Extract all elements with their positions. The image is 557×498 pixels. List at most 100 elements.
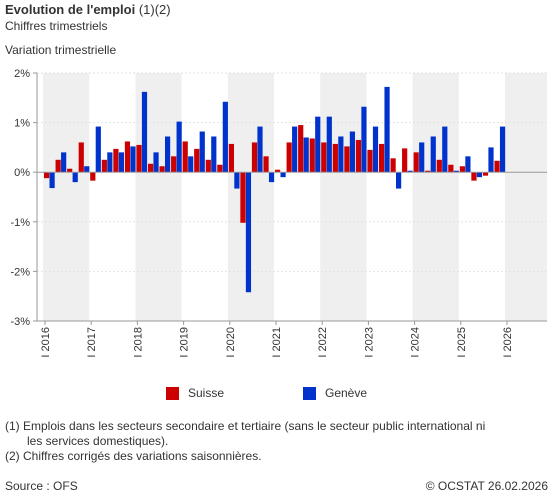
bar-suisse-2023-q1 — [367, 149, 373, 173]
bar-geneve-2018-q1 — [141, 91, 148, 173]
bar-geneve-2016-q4 — [84, 166, 90, 173]
bar-geneve-2019-q3 — [211, 136, 217, 173]
bar-suisse-2023-q2 — [378, 143, 385, 173]
bar-suisse-2019-q2 — [194, 148, 200, 173]
bar-geneve-2019-q2 — [199, 131, 205, 173]
bar-geneve-2022-q1 — [326, 116, 332, 173]
bar-geneve-2020-q2 — [245, 172, 252, 293]
chart-subtitle: Chiffres trimestriels — [5, 19, 108, 33]
bar-suisse-2025-q3 — [482, 172, 489, 176]
bar-geneve-2021-q1 — [280, 172, 286, 178]
bar-suisse-2023-q3 — [390, 158, 396, 173]
bar-geneve-2021-q3 — [303, 137, 309, 173]
bar-suisse-2017-q3 — [113, 148, 119, 173]
x-tick-label: I 2026 — [502, 327, 514, 358]
gridlines — [37, 72, 547, 322]
bar-geneve-2017-q3 — [118, 152, 124, 173]
copyright: © OCSTAT 26.02.2026 — [425, 479, 548, 493]
bar-suisse-2020-q3 — [251, 142, 258, 173]
bar-geneve-2019-q1 — [188, 156, 194, 173]
bar-suisse-2016-q4 — [78, 142, 84, 173]
source: Source : OFS — [5, 479, 78, 493]
bar-geneve-2025-q1 — [465, 156, 471, 173]
bar-suisse-2020-q1 — [228, 143, 234, 173]
bar-suisse-2019-q4 — [217, 164, 223, 173]
legend-label-suisse: Suisse — [188, 386, 225, 400]
y-tick-label: 2% — [14, 68, 30, 80]
bar-suisse-2016-q1 — [44, 172, 50, 179]
bar-suisse-2024-q4 — [448, 164, 454, 173]
bar-geneve-2023-q3 — [396, 172, 402, 189]
footnote-2: (2) Chiffres corrigés des variations sai… — [5, 449, 262, 463]
legend-label-geneve: Genève — [325, 386, 368, 400]
bar-geneve-2023-q1 — [372, 126, 379, 173]
bar-geneve-2018-q4 — [176, 121, 182, 173]
x-tick-labels: I 2016 I 2017 I 2018 I 2019 I 2020 I 2021 I 20… — [40, 321, 514, 358]
x-tick-label: I 2016 — [40, 327, 52, 358]
bar-geneve-2023-q2 — [384, 86, 390, 173]
bar-suisse-2018-q3 — [159, 166, 165, 173]
y-tick-label: 0% — [14, 167, 30, 179]
x-tick-label: I 2017 — [86, 327, 98, 358]
bar-suisse-2016-q3 — [67, 168, 73, 173]
legend-swatch-geneve — [303, 386, 316, 400]
bar-suisse-2018-q4 — [171, 156, 177, 173]
bar-geneve-2018-q3 — [165, 136, 171, 173]
bar-geneve-2017-q2 — [107, 152, 113, 173]
bar-geneve-2020-q3 — [257, 126, 263, 173]
bar-geneve-2019-q4 — [222, 101, 228, 173]
year-band — [320, 73, 367, 321]
year-band — [43, 73, 90, 321]
bar-suisse-2022-q3 — [344, 146, 350, 173]
bar-geneve-2021-q4 — [315, 116, 321, 173]
bar-geneve-2018-q2 — [153, 152, 159, 173]
bar-geneve-2024-q1 — [419, 142, 425, 173]
bar-suisse-2022-q4 — [355, 139, 362, 173]
footnotes: (1) Emplois dans les secteurs secondaire… — [5, 419, 550, 464]
bar-suisse-2022-q1 — [321, 142, 327, 173]
x-tick-label: I 2019 — [179, 327, 191, 358]
x-tick-label: I 2020 — [225, 327, 237, 358]
y-tick-label: -2% — [10, 266, 30, 278]
x-tick-label: I 2021 — [271, 327, 283, 358]
bar-suisse-2021-q1 — [275, 169, 281, 173]
bar-suisse-2025-q2 — [471, 172, 477, 181]
legend-item-suisse[interactable]: Suisse — [166, 386, 224, 400]
footnote-1-continued: les services domestiques). — [27, 434, 169, 448]
bar-geneve-2016-q3 — [72, 172, 78, 183]
bar-suisse-2017-q2 — [101, 159, 107, 173]
bar-suisse-2020-q4 — [263, 156, 269, 173]
bar-suisse-2020-q2 — [240, 172, 246, 223]
y-tick-label: 1% — [14, 118, 30, 130]
bar-geneve-2022-q4 — [361, 106, 367, 173]
y-tick-labels: 2% 1% 0% -1% -2% -3% — [10, 68, 30, 328]
bar-geneve-2022-q3 — [349, 131, 355, 173]
y-tick-label: -3% — [10, 316, 30, 328]
footnote-1: (1) Emplois dans les secteurs secondaire… — [5, 419, 486, 433]
bar-suisse-2024-q3 — [436, 159, 442, 173]
y-tick-label: -1% — [10, 217, 30, 229]
x-tick-label: I 2024 — [410, 327, 422, 358]
x-tick-label: I 2025 — [456, 327, 468, 358]
year-band — [412, 73, 459, 321]
bar-geneve-2024-q4 — [453, 170, 459, 173]
legend-item-geneve[interactable]: Genève — [303, 386, 367, 400]
bar-geneve-2022-q2 — [338, 136, 344, 173]
axes — [33, 72, 547, 322]
x-tick-label: I 2023 — [363, 327, 375, 358]
bar-geneve-2024-q3 — [442, 126, 448, 173]
bar-suisse-2017-q4 — [124, 141, 131, 173]
bar-chart: 2% 1% 0% -1% -2% -3% I 2016 I 2017 I 2018 I 2019… — [10, 68, 547, 358]
bar-suisse-2021-q3 — [298, 125, 304, 173]
bar-suisse-2017-q1 — [90, 172, 96, 181]
bar-suisse-2023-q4 — [402, 148, 408, 173]
bar-geneve-2017-q4 — [130, 146, 136, 173]
bar-suisse-2025-q1 — [459, 166, 465, 173]
bar-suisse-2019-q3 — [205, 159, 211, 173]
bar-geneve-2025-q2 — [476, 172, 483, 178]
bar-suisse-2021-q2 — [286, 142, 292, 173]
year-bands — [43, 73, 547, 321]
bar-geneve-2023-q4 — [407, 170, 413, 173]
bar-geneve-2021-q2 — [292, 126, 298, 173]
y-axis-title: Variation trimestrielle — [5, 43, 117, 57]
